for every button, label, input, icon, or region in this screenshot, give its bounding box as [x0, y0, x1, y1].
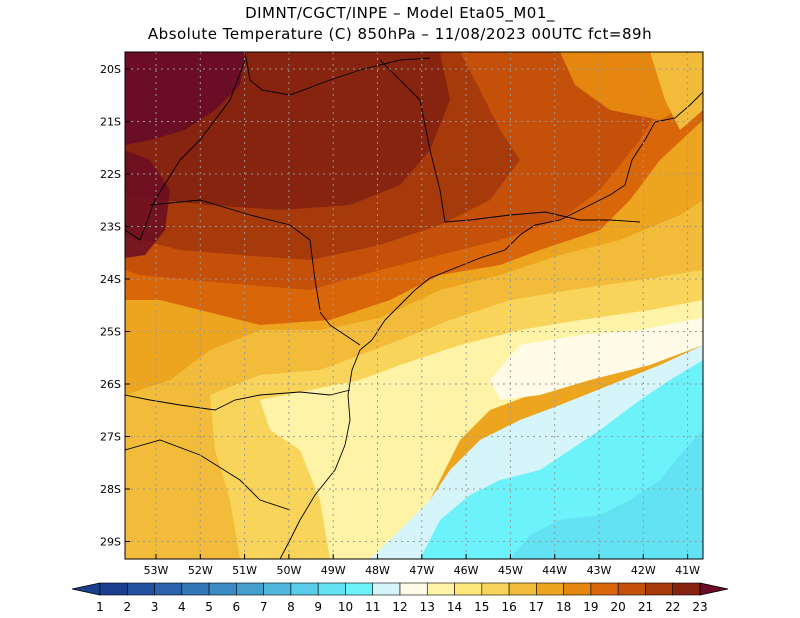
colorbar-label: 2 [123, 600, 131, 614]
colorbar-label: 21 [638, 600, 653, 614]
coastline [279, 91, 703, 559]
colorbar-cell [481, 582, 510, 596]
lon-label: 41W [675, 564, 700, 577]
lat-lon-grid [125, 52, 703, 559]
lon-label: 52W [188, 564, 213, 577]
colorbar-cell [181, 582, 210, 596]
lat-label: 27S [100, 431, 121, 444]
colorbar-label: 19 [583, 600, 598, 614]
colorbar-cell [426, 582, 455, 596]
colorbar-label: 15 [474, 600, 489, 614]
colorbar-cell [208, 582, 237, 596]
colorbar-cell [154, 582, 183, 596]
border-north [244, 52, 431, 96]
lon-label: 46W [454, 564, 479, 577]
colorbar-cell [672, 582, 701, 596]
colorbar-cell [99, 582, 128, 596]
lat-label: 21S [100, 116, 121, 129]
colorbar-label: 23 [692, 600, 707, 614]
colorbar-cell [617, 582, 646, 596]
colorbar-label: 1 [96, 600, 104, 614]
coastline-borders [125, 52, 703, 559]
colorbar: 1 2 3 4 5 6 7 8 9 10 11 12 13 14 15 16 17 18 19 20 21 22 23 [71, 582, 729, 614]
latitude-labels: 20S 21S 22S 23S 24S 25S 26S 27S 28S 29S [100, 63, 130, 549]
colorbar-cell [317, 582, 346, 596]
longitude-labels: 53W 52W 51W 50W 49W 48W 47W 46W 45W 44W 43W 42W 41W [144, 554, 700, 577]
colorbar-cell [590, 582, 619, 596]
colorbar-label: 12 [392, 600, 407, 614]
colorbar-label: 4 [178, 600, 186, 614]
border-state-d [125, 389, 351, 411]
colorbar-label: 16 [501, 600, 516, 614]
lon-label: 48W [365, 564, 390, 577]
lat-label: 24S [100, 273, 121, 286]
colorbar-cell [563, 582, 592, 596]
colorbar-cell [372, 582, 401, 596]
colorbar-cell [345, 582, 374, 596]
colorbar-label: 6 [233, 600, 241, 614]
field-cream [490, 318, 703, 400]
lat-label: 23S [100, 221, 121, 234]
colorbar-label: 13 [420, 600, 435, 614]
colorbar-cell [508, 582, 537, 596]
field-aqua [510, 430, 703, 559]
lat-label: 25S [100, 326, 121, 339]
lon-label: 44W [542, 564, 567, 577]
colorbar-cell [290, 582, 319, 596]
colorbar-label: 10 [338, 600, 353, 614]
colorbar-label: 22 [665, 600, 680, 614]
colorbar-cell [236, 582, 264, 596]
colorbar-arrow-left [71, 582, 101, 596]
border-state-a [379, 59, 641, 223]
lat-label: 29S [100, 536, 121, 549]
colorbar-label: 3 [151, 600, 159, 614]
lon-label: 49W [321, 564, 346, 577]
colorbar-label: 5 [205, 600, 213, 614]
colorbar-cell [263, 582, 292, 596]
lat-label: 22S [100, 168, 121, 181]
border-state-b [125, 59, 246, 241]
colorbar-cell [454, 582, 483, 596]
border-state-e [125, 439, 291, 511]
lat-label: 28S [100, 483, 121, 496]
lon-label: 51W [232, 564, 257, 577]
colorbar-arrow-right [699, 582, 729, 596]
colorbar-label: 14 [447, 600, 462, 614]
lat-label: 20S [100, 63, 121, 76]
lon-label: 43W [587, 564, 612, 577]
colorbar-cell [126, 582, 155, 596]
colorbar-cell [399, 582, 428, 596]
lon-label: 53W [144, 564, 169, 577]
map-title-line1: DIMNT/CGCT/INPE – Model Eta05_M01_ [245, 4, 555, 22]
border-state-f [319, 311, 361, 346]
border-state-c [149, 199, 321, 311]
colorbar-label: 8 [287, 600, 295, 614]
temperature-field [125, 52, 703, 559]
field-amber-ne [650, 52, 703, 130]
colorbar-cell [645, 582, 674, 596]
map-frame [124, 51, 704, 560]
colorbar-label: 20 [611, 600, 626, 614]
colorbar-label: 18 [556, 600, 571, 614]
colorbar-label: 9 [314, 600, 322, 614]
lon-label: 47W [409, 564, 434, 577]
colorbar-label: 17 [529, 600, 544, 614]
lon-label: 50W [276, 564, 301, 577]
map-title-line2: Absolute Temperature (C) 850hPa – 11/08/… [147, 25, 653, 43]
lon-label: 45W [498, 564, 523, 577]
colorbar-label: 7 [260, 600, 268, 614]
colorbar-cell [536, 582, 564, 596]
colorbar-label: 11 [365, 600, 380, 614]
field-dark-maroon-west [125, 150, 170, 258]
lat-label: 26S [100, 378, 121, 391]
lon-label: 42W [631, 564, 656, 577]
